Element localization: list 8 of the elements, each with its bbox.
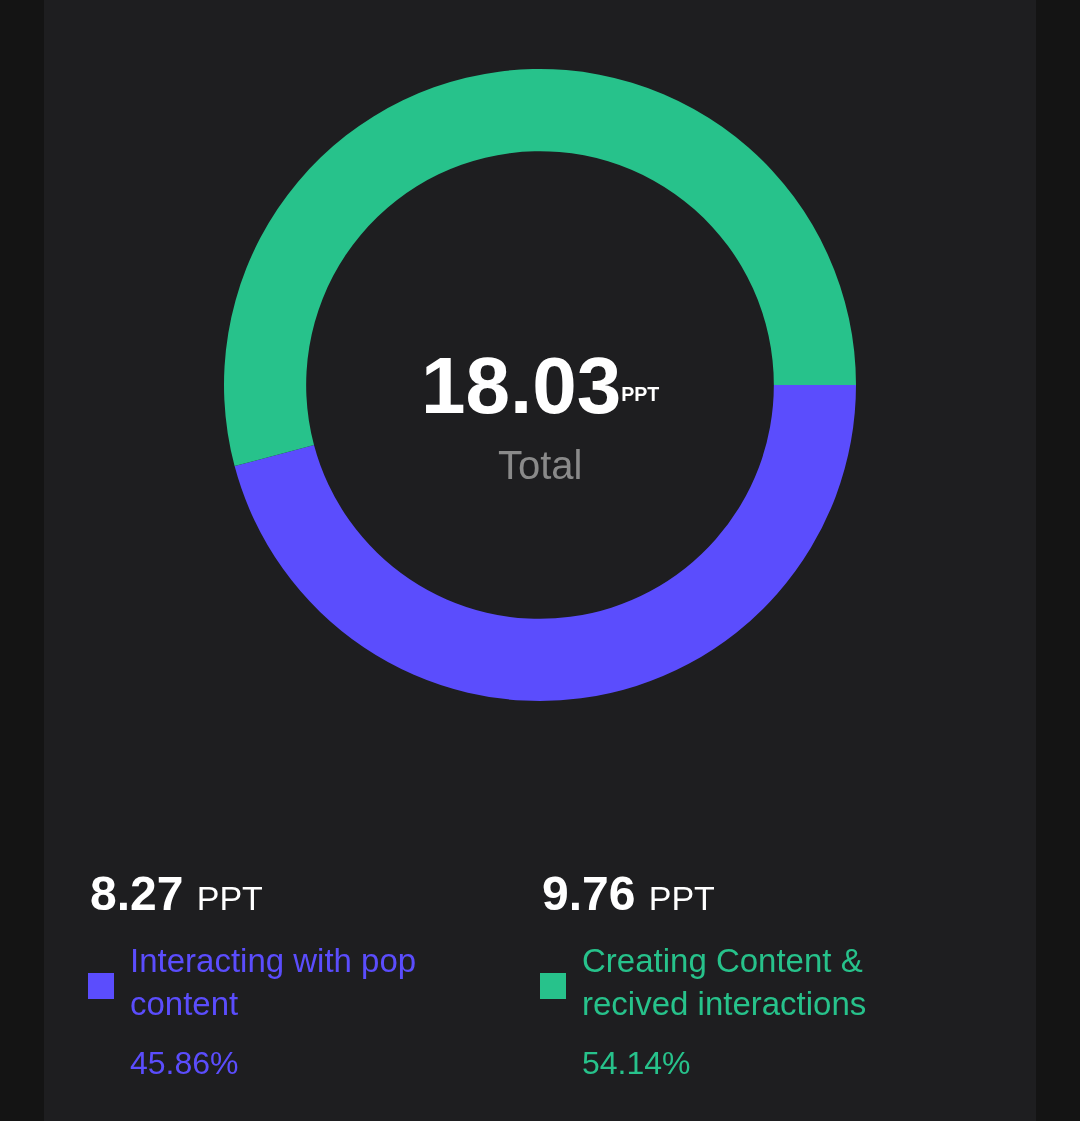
text: 45.86% xyxy=(130,1045,239,1081)
data-label: 8.27 PPT xyxy=(90,867,263,920)
legend-label: Creating Content & recived interactions xyxy=(582,942,867,1022)
data-label: 9.76 PPT xyxy=(542,867,715,920)
text: 54.14% xyxy=(582,1045,691,1081)
text: Total xyxy=(498,443,583,487)
legend-label: Interacting with pop content xyxy=(130,942,417,1022)
text: 18.03$^{PPT}$ xyxy=(421,341,660,430)
